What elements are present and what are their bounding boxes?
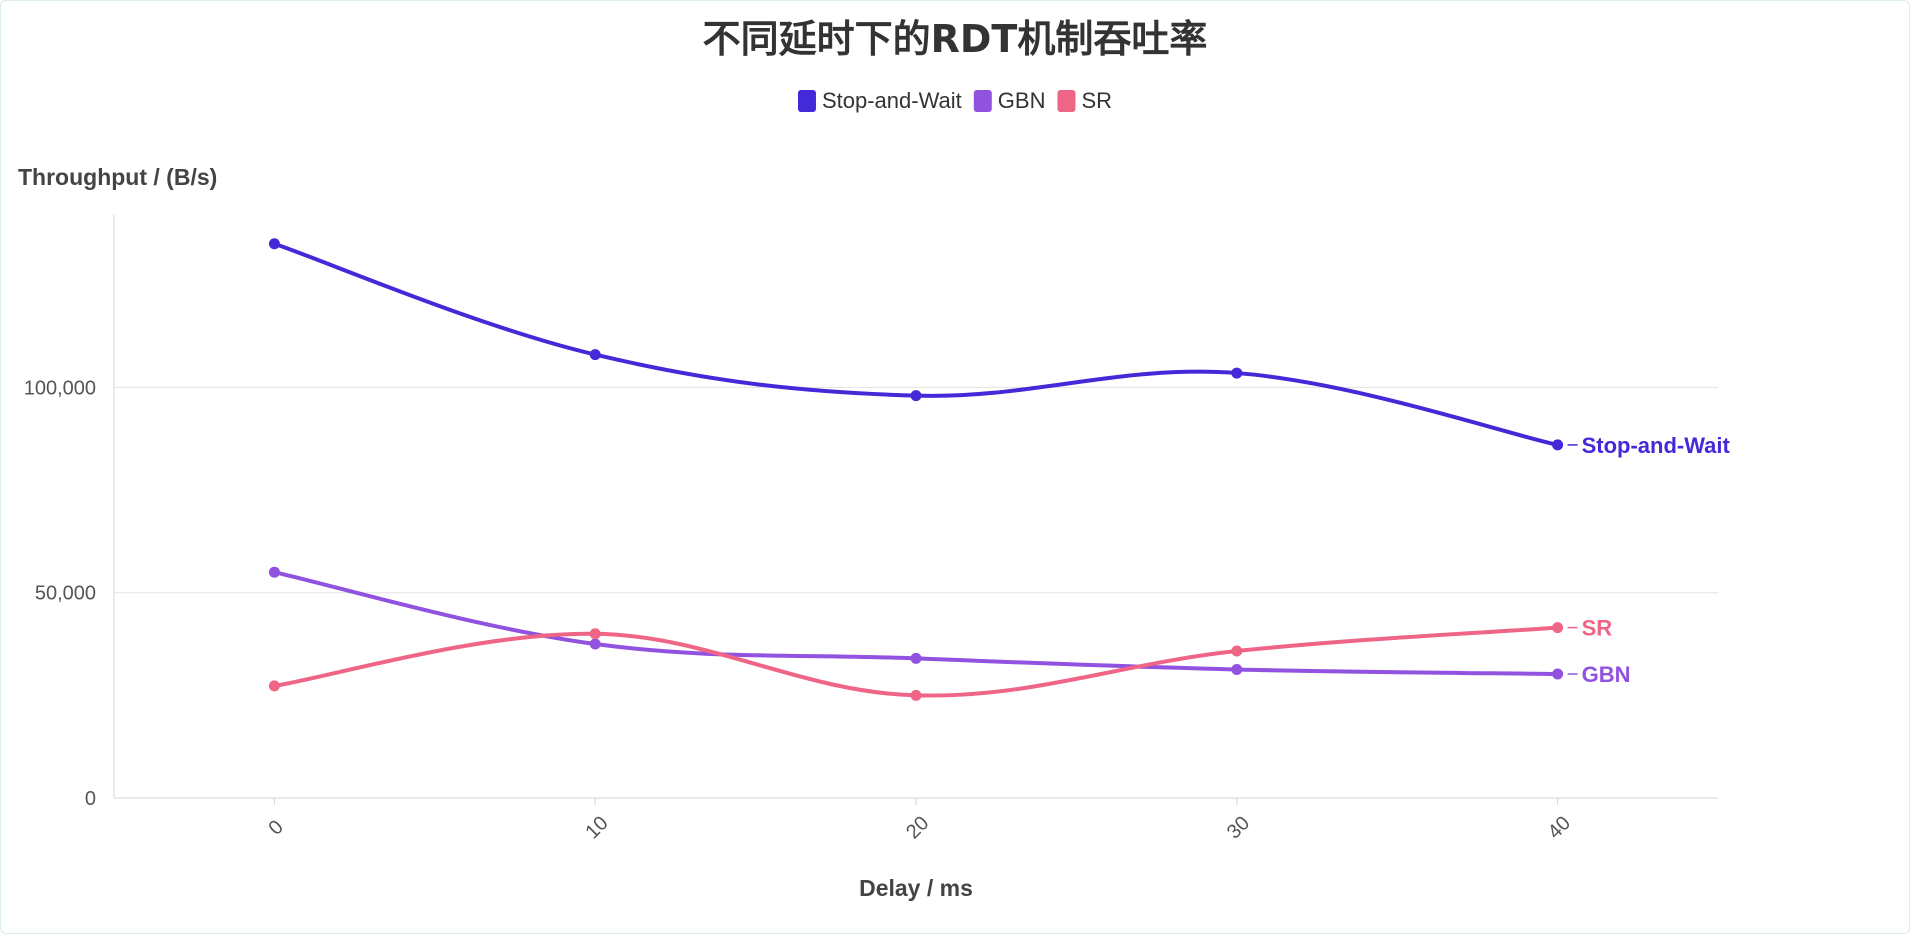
series-end-label: Stop-and-Wait xyxy=(1582,433,1731,458)
y-tick-label: 0 xyxy=(85,788,96,810)
data-point xyxy=(1552,622,1564,634)
data-point xyxy=(910,689,922,701)
data-point xyxy=(910,652,922,664)
axes xyxy=(113,215,1718,799)
data-point xyxy=(268,680,280,692)
series-layer: Stop-and-Wait GBN SR xyxy=(268,238,1731,701)
legend: Stop-and-Wait GBN SR xyxy=(797,88,1112,113)
y-axis-ticks: 0 50,000 100,000 xyxy=(24,377,96,810)
chart-title: 不同延时下的RDT机制吞吐率 xyxy=(703,17,1208,61)
legend-label: GBN xyxy=(998,88,1046,113)
series-stop-and-wait: Stop-and-Wait xyxy=(268,238,1731,458)
x-tick-label: 0 xyxy=(264,816,287,839)
data-point xyxy=(268,566,280,578)
legend-label: SR xyxy=(1081,88,1112,113)
data-point xyxy=(1552,668,1564,680)
data-point xyxy=(910,390,922,402)
y-tick-label: 50,000 xyxy=(35,583,96,605)
legend-swatch xyxy=(973,90,992,112)
y-axis-title: Throughput / (B/s) xyxy=(18,164,217,190)
legend-swatch xyxy=(797,90,816,112)
data-point xyxy=(1231,663,1243,675)
legend-swatch xyxy=(1057,90,1076,112)
data-point xyxy=(1552,439,1564,451)
legend-item[interactable]: SR xyxy=(1057,88,1112,113)
y-tick-label: 100,000 xyxy=(24,377,96,399)
series-sr: SR xyxy=(268,616,1613,701)
x-tick-label: 30 xyxy=(1223,812,1254,843)
data-point xyxy=(589,349,601,361)
series-line xyxy=(272,241,1560,447)
x-tick-label: 40 xyxy=(1544,812,1575,843)
legend-item[interactable]: Stop-and-Wait xyxy=(797,88,962,113)
legend-item[interactable]: GBN xyxy=(973,88,1046,113)
series-gbn: GBN xyxy=(268,566,1631,687)
x-tick-label: 20 xyxy=(902,812,933,843)
data-point xyxy=(1231,645,1243,657)
data-point xyxy=(1231,367,1243,379)
data-point xyxy=(589,638,601,650)
series-end-label: GBN xyxy=(1582,662,1631,687)
legend-label: Stop-and-Wait xyxy=(822,88,962,113)
x-axis-title: Delay / ms xyxy=(859,875,973,901)
data-point xyxy=(589,628,601,640)
series-end-label: SR xyxy=(1582,616,1613,641)
x-tick-label: 10 xyxy=(581,812,612,843)
x-axis-ticks: 0 10 20 30 40 xyxy=(264,798,1575,843)
data-point xyxy=(268,238,280,250)
